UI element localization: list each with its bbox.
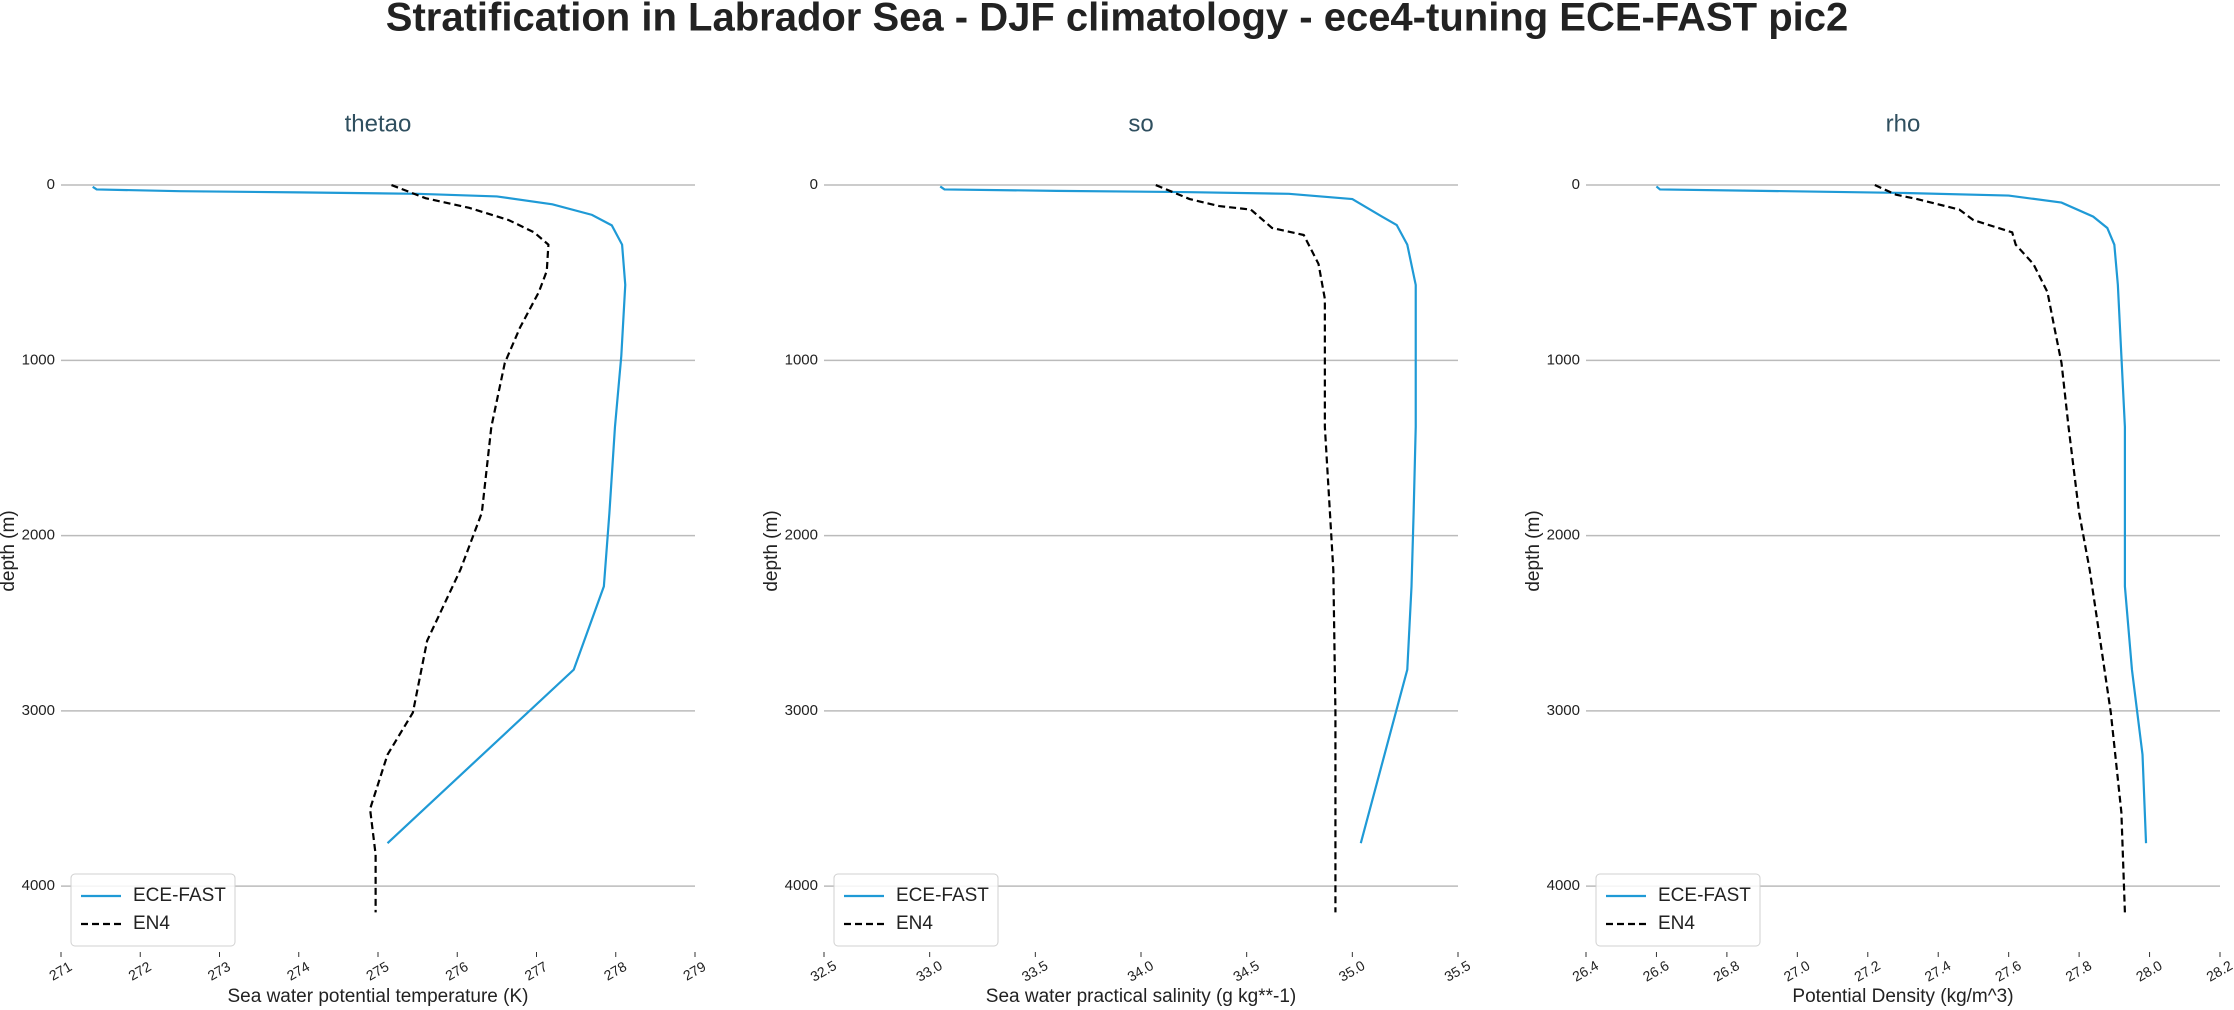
y-tick-label: 1000 <box>785 351 818 368</box>
x-tick-label: 271 <box>46 958 74 984</box>
x-tick-label: 279 <box>680 958 708 984</box>
y-tick-label: 1000 <box>22 351 55 368</box>
y-tick-label: 0 <box>47 176 55 193</box>
y-tick-label: 2000 <box>1547 527 1580 544</box>
profile-line <box>368 184 550 913</box>
y-axis-label: depth (m) <box>0 510 19 591</box>
legend-label: ECE-FAST <box>896 885 989 906</box>
x-tick-label: 27.6 <box>1992 957 2024 985</box>
x-tick-label: 26.8 <box>1710 957 1742 985</box>
y-axis-label: depth (m) <box>1523 510 1544 591</box>
subplot: rho 0 1000 2000 3000 4000 26.4 26.6 26.8 27.0 27.2… <box>1523 110 2234 1007</box>
subplot-title: thetao <box>345 110 412 137</box>
x-tick-label: 34.5 <box>1230 957 1262 985</box>
x-tick-label: 27.8 <box>2063 957 2095 985</box>
y-tick-label: 3000 <box>785 702 818 719</box>
legend-label: ECE-FAST <box>133 885 226 906</box>
figure-title: Stratification in Labrador Sea - DJF cli… <box>386 0 1848 40</box>
x-tick-label: 33.5 <box>1019 957 1051 985</box>
subplot: thetao 0 1000 2000 3000 4000 271 272 273 274 275 27… <box>0 110 709 1007</box>
subplot: so 0 1000 2000 3000 4000 32.5 33.0 33.5 34.0 34.5 3… <box>761 110 1473 1007</box>
profile-line <box>1874 184 2126 913</box>
x-tick-label: 275 <box>363 958 391 984</box>
x-tick-label: 28.2 <box>2204 957 2234 985</box>
legend-label: EN4 <box>896 913 933 934</box>
x-tick-label: 34.0 <box>1125 957 1157 985</box>
x-tick-label: 28.0 <box>2133 957 2165 985</box>
profile-line <box>1655 185 2148 844</box>
y-tick-label: 4000 <box>22 877 55 894</box>
x-tick-label: 27.4 <box>1922 957 1954 985</box>
y-tick-label: 0 <box>810 176 818 193</box>
x-tick-label: 27.0 <box>1781 957 1813 985</box>
x-tick-label: 273 <box>205 958 233 984</box>
x-tick-label: 35.5 <box>1442 957 1474 985</box>
y-tick-label: 3000 <box>1547 702 1580 719</box>
x-tick-label: 26.6 <box>1640 957 1672 985</box>
x-tick-label: 27.2 <box>1851 957 1883 985</box>
y-tick-label: 0 <box>1572 176 1580 193</box>
x-axis-label: Potential Density (kg/m^3) <box>1792 986 2013 1007</box>
subplot-title: so <box>1128 110 1153 137</box>
profile-line <box>1155 184 1337 913</box>
legend-label: ECE-FAST <box>1658 885 1751 906</box>
y-tick-label: 4000 <box>785 877 818 894</box>
x-tick-label: 276 <box>442 958 470 984</box>
x-axis-label: Sea water practical salinity (g kg**-1) <box>986 986 1296 1007</box>
x-tick-label: 32.5 <box>808 957 840 985</box>
legend-box <box>70 873 236 947</box>
x-tick-label: 35.0 <box>1336 957 1368 985</box>
x-axis-label: Sea water potential temperature (K) <box>228 986 529 1007</box>
profile-line <box>92 185 627 844</box>
y-tick-label: 2000 <box>22 527 55 544</box>
x-tick-label: 26.4 <box>1570 957 1602 985</box>
legend-box <box>833 873 999 947</box>
legend-box <box>1595 873 1761 947</box>
legend-label: EN4 <box>133 913 170 934</box>
y-tick-label: 3000 <box>22 702 55 719</box>
x-tick-label: 274 <box>284 958 312 984</box>
x-tick-label: 33.0 <box>913 957 945 985</box>
y-axis-label: depth (m) <box>761 510 782 591</box>
y-tick-label: 2000 <box>785 527 818 544</box>
subplot-title: rho <box>1886 110 1921 137</box>
legend-label: EN4 <box>1658 913 1695 934</box>
y-tick-label: 1000 <box>1547 351 1580 368</box>
x-tick-label: 277 <box>522 958 550 984</box>
profile-line <box>939 185 1417 844</box>
x-tick-label: 278 <box>601 958 629 984</box>
x-tick-label: 272 <box>125 958 153 984</box>
y-tick-label: 4000 <box>1547 877 1580 894</box>
